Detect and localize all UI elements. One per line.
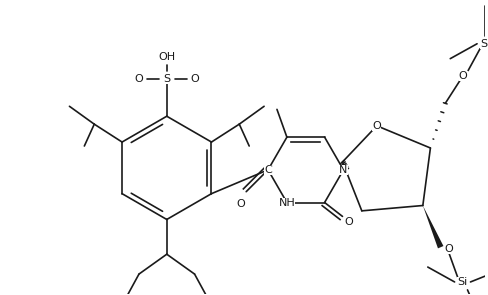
Text: O: O: [236, 199, 245, 209]
Text: C: C: [264, 165, 271, 175]
Text: N: N: [339, 165, 347, 175]
Text: O: O: [134, 73, 143, 83]
Text: OH: OH: [158, 52, 175, 62]
Text: O: O: [372, 121, 381, 131]
Text: O: O: [444, 244, 452, 254]
Text: O: O: [344, 217, 352, 227]
Text: NH: NH: [278, 198, 295, 207]
Text: S: S: [163, 73, 170, 83]
Text: O: O: [190, 73, 199, 83]
Polygon shape: [422, 206, 443, 248]
Text: Si: Si: [456, 277, 467, 287]
Text: O: O: [458, 71, 467, 81]
Text: Si: Si: [479, 39, 488, 49]
